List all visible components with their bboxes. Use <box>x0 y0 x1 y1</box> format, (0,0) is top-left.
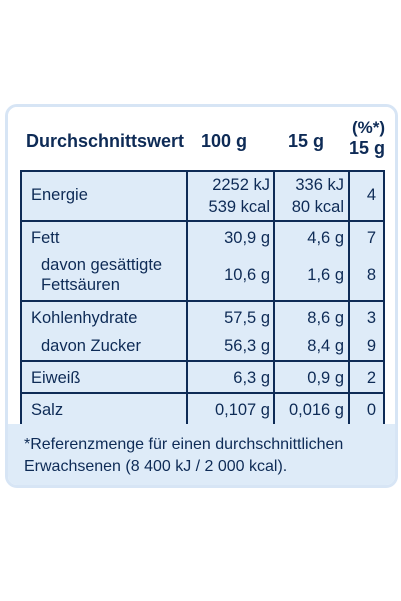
header-per-15g: 15 g <box>288 131 325 151</box>
nutrition-panel: Durchschnittswert 100 g 15 g (%*) 15 g E… <box>5 104 398 488</box>
column-divider <box>348 172 350 424</box>
header-percent: (%*) 15 g <box>349 118 385 158</box>
row-value-15g: 1,6 g <box>307 266 344 284</box>
row-label: Fettsäuren <box>41 276 120 294</box>
table-row-fettsaeuren: davon gesättigte Fettsäuren 10,6 g 1,6 g… <box>22 252 383 302</box>
row-label: Eiweiß <box>31 369 81 387</box>
row-label: Kohlenhydrate <box>31 309 138 327</box>
row-value-15g: 4,6 g <box>307 229 344 247</box>
table-row-zucker: davon Zucker 56,3 g 8,4 g 9 <box>22 332 383 362</box>
table-row-eiweiss: Eiweiß 6,3 g 0,9 g 2 <box>22 362 383 394</box>
header-per-100g: 100 g <box>201 131 248 151</box>
row-value-15g: 336 kJ <box>295 176 344 194</box>
row-label: davon Zucker <box>41 337 141 355</box>
header-percent-line2: 15 g <box>348 138 385 158</box>
row-value-15g: 0,016 g <box>288 401 344 419</box>
row-value-100g: 56,3 g <box>224 337 270 355</box>
footnote: *Referenzmenge für einen durchschnittlic… <box>8 424 395 485</box>
row-value-15g: 8,4 g <box>307 337 344 355</box>
row-value-15g: 8,6 g <box>307 309 344 327</box>
row-label: davon gesättigte <box>41 256 163 274</box>
row-value-15g: 80 kcal <box>291 198 344 216</box>
row-label: Salz <box>31 401 64 419</box>
row-value-percent: 3 <box>366 309 376 327</box>
table-row-fett: Fett 30,9 g 4,6 g 7 <box>22 222 383 252</box>
row-value-100g: 10,6 g <box>224 266 270 284</box>
row-label: Energie <box>31 186 88 204</box>
row-label: Fett <box>31 229 60 247</box>
row-value-100g: 539 kcal <box>208 198 270 216</box>
table-row-salz: Salz 0,107 g 0,016 g 0 <box>22 394 383 426</box>
table-header: Durchschnittswert 100 g 15 g (%*) 15 g <box>8 107 395 170</box>
column-divider <box>186 172 188 424</box>
row-value-percent: 7 <box>366 229 376 247</box>
row-value-100g: 30,9 g <box>224 229 270 247</box>
header-percent-line1: (%*) <box>351 118 385 137</box>
row-value-15g: 0,9 g <box>307 369 344 387</box>
table-row-energie: Energie 2252 kJ 539 kcal 336 kJ 80 kcal … <box>22 172 383 222</box>
row-value-percent: 9 <box>366 337 376 355</box>
row-value-100g: 6,3 g <box>233 369 270 387</box>
row-value-percent: 4 <box>366 186 376 204</box>
nutrition-table: Energie 2252 kJ 539 kcal 336 kJ 80 kcal … <box>20 170 385 424</box>
header-name: Durchschnittswert <box>26 131 185 151</box>
row-value-100g: 57,5 g <box>224 309 270 327</box>
row-value-percent: 0 <box>366 401 376 419</box>
row-value-percent: 8 <box>366 266 376 284</box>
table-row-kohlenhydrate: Kohlenhydrate 57,5 g 8,6 g 3 <box>22 302 383 332</box>
row-value-100g: 0,107 g <box>214 401 270 419</box>
row-value-100g: 2252 kJ <box>212 176 270 194</box>
row-value-percent: 2 <box>366 369 376 387</box>
column-divider <box>273 172 275 424</box>
